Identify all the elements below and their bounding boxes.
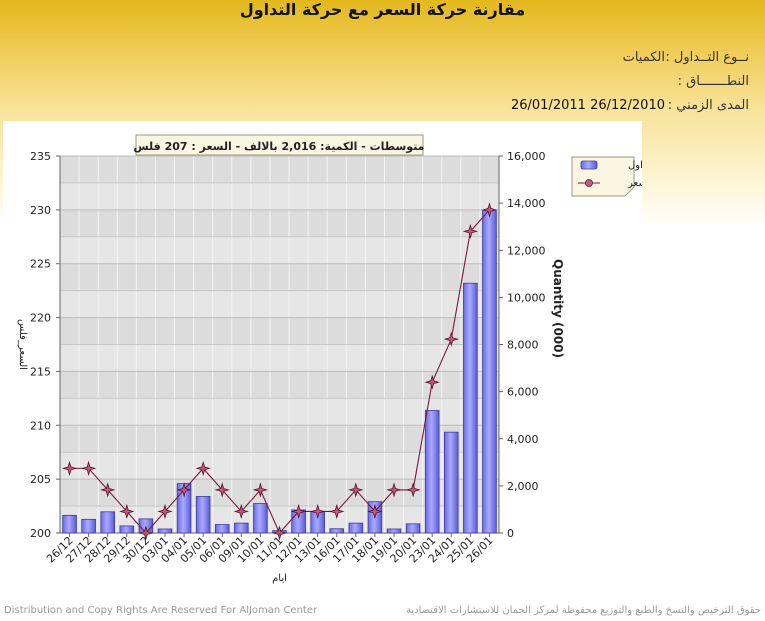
range-label: النطـــــــاق : bbox=[677, 74, 749, 89]
legend-price-marker bbox=[585, 179, 593, 187]
price-point bbox=[80, 460, 97, 477]
left-tick-label: 235 bbox=[30, 150, 51, 163]
volume-bar bbox=[100, 511, 115, 534]
range-row: النطـــــــاق : bbox=[665, 74, 749, 89]
volume-bar bbox=[348, 522, 364, 534]
trade-type-label: نــوع التــداول : bbox=[665, 50, 749, 65]
left-tick-label: 225 bbox=[30, 258, 51, 271]
right-tick-label: 4,000 bbox=[507, 433, 539, 446]
price-point bbox=[348, 482, 364, 498]
trade-type-row: نــوع التــداول :الكميات bbox=[623, 50, 749, 65]
volume-bar bbox=[463, 282, 478, 534]
left-tick-label: 215 bbox=[30, 365, 51, 378]
left-tick-label: 230 bbox=[30, 204, 51, 217]
right-tick-label: 10,000 bbox=[507, 291, 546, 304]
price-point bbox=[329, 503, 345, 520]
footer-copyright-ar: حقوق الترخيص والنسخ والطبع والتوزيع محفو… bbox=[405, 605, 761, 616]
price-point bbox=[61, 460, 78, 476]
price-point bbox=[367, 503, 383, 520]
volume-bar bbox=[405, 523, 421, 534]
volume-bar bbox=[81, 518, 96, 534]
price-point bbox=[100, 482, 116, 498]
price-point bbox=[252, 482, 269, 498]
price-point bbox=[481, 202, 498, 218]
plot-band bbox=[60, 182, 499, 210]
price-point bbox=[443, 331, 459, 347]
volume-bar bbox=[157, 528, 173, 534]
period-value: 26/12/2010 26/01/2011 bbox=[510, 98, 665, 113]
price-point bbox=[214, 482, 230, 498]
volume-bar bbox=[119, 525, 135, 534]
plot-band bbox=[60, 290, 499, 318]
volume-bar bbox=[214, 524, 230, 534]
chart-panel: 200 205 210 215 220 225 230 235 0 2,000 4,000 6,000… bbox=[3, 121, 642, 598]
left-tick-label: 220 bbox=[30, 312, 51, 325]
volume-bar bbox=[424, 410, 440, 534]
price-point bbox=[424, 374, 440, 390]
plot-band bbox=[60, 344, 499, 372]
price-point bbox=[233, 503, 249, 520]
plot-band bbox=[60, 209, 499, 237]
price-point bbox=[405, 482, 421, 498]
right-tick-label: 2,000 bbox=[507, 480, 539, 493]
left-tick-label: 200 bbox=[30, 527, 51, 540]
period-label: المدى الزمني : bbox=[667, 98, 749, 113]
x-axis-title: ايام bbox=[272, 573, 287, 584]
right-tick-label: 12,000 bbox=[507, 244, 546, 257]
price-point bbox=[291, 503, 307, 520]
trade-type-value: الكميات bbox=[622, 50, 665, 65]
legend-volume-label: تداول bbox=[628, 160, 642, 171]
price-volume-chart: 200 205 210 215 220 225 230 235 0 2,000 4,000 6,000… bbox=[17, 134, 642, 584]
volume-bar bbox=[62, 514, 77, 534]
legend-price-label: السعر bbox=[627, 178, 642, 189]
left-tick-label: 205 bbox=[30, 473, 51, 486]
right-axis-title: Quantity (000) bbox=[551, 259, 565, 358]
price-point bbox=[462, 223, 479, 240]
volume-bar bbox=[234, 522, 249, 534]
price-point bbox=[176, 482, 192, 498]
left-axis-title: السعر_فلس bbox=[17, 319, 28, 370]
volume-bar bbox=[253, 503, 268, 534]
plot-band bbox=[60, 236, 499, 264]
volume-bar bbox=[482, 209, 497, 534]
right-tick-label: 14,000 bbox=[507, 197, 546, 210]
legend-volume-swatch bbox=[580, 160, 598, 170]
left-tick-label: 210 bbox=[30, 419, 51, 432]
plot-band bbox=[60, 371, 499, 399]
plot-band bbox=[60, 263, 499, 291]
price-point bbox=[386, 482, 402, 498]
right-tick-label: 16,000 bbox=[507, 150, 546, 163]
volume-bar bbox=[195, 496, 211, 534]
right-tick-label: 6,000 bbox=[507, 386, 539, 399]
footer-copyright-en: Distribution and Copy Rights Are Reserve… bbox=[4, 605, 318, 616]
right-tick-label: 0 bbox=[507, 527, 514, 540]
price-point bbox=[195, 460, 211, 476]
volume-bar bbox=[386, 528, 402, 534]
plot-band bbox=[60, 156, 499, 183]
volume-bar bbox=[444, 431, 459, 534]
volume-bar bbox=[329, 528, 345, 534]
averages-annotation-box bbox=[135, 134, 424, 156]
price-point bbox=[157, 503, 173, 520]
right-tick-label: 8,000 bbox=[507, 339, 539, 352]
period-row: المدى الزمني :26/12/2010 26/01/2011 bbox=[511, 98, 749, 113]
page-title: مقارنة حركة السعر مع حركة التداول bbox=[239, 0, 526, 19]
averages-annotation: متوسطات - الكمية: 2,016 بالالف - السعر :… bbox=[134, 140, 425, 153]
price-point bbox=[310, 503, 326, 520]
plot-band bbox=[60, 317, 499, 345]
price-point bbox=[119, 503, 135, 520]
